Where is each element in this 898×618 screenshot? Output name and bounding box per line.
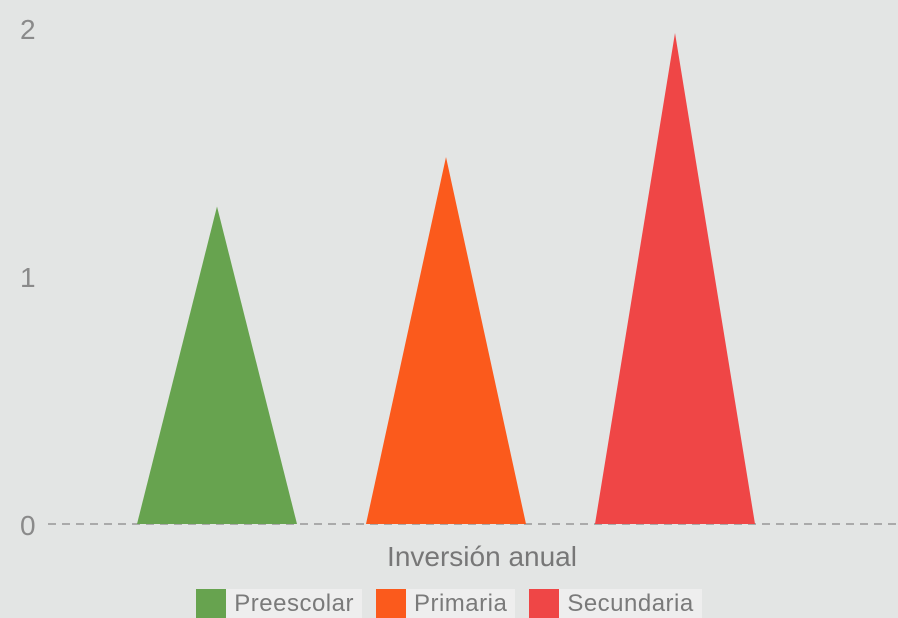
- bar-secundaria[interactable]: [595, 32, 755, 525]
- legend-swatch: [375, 589, 406, 618]
- y-tick-label: 1: [20, 262, 36, 293]
- bar-primaria[interactable]: [366, 156, 526, 524]
- legend-label: Preescolar: [234, 590, 354, 617]
- x-axis-title: Inversión anual: [387, 541, 577, 572]
- legend-swatch: [196, 589, 227, 618]
- y-tick-label: 0: [20, 510, 36, 541]
- legend-label: Primaria: [413, 590, 508, 617]
- legend-item-preescolar[interactable]: Preescolar: [196, 589, 362, 618]
- legend-label: Secundaria: [567, 590, 694, 617]
- y-axis: 0 1 2: [20, 14, 36, 541]
- legend-item-secundaria[interactable]: Secundaria: [529, 589, 702, 618]
- bar-preescolar[interactable]: [137, 206, 297, 524]
- y-tick-label: 2: [20, 14, 36, 45]
- bars-group: [137, 32, 755, 525]
- legend-swatch: [529, 589, 560, 618]
- legend-item-primaria[interactable]: Primaria: [375, 589, 516, 618]
- legend: Preescolar Primaria Secundaria: [0, 589, 898, 618]
